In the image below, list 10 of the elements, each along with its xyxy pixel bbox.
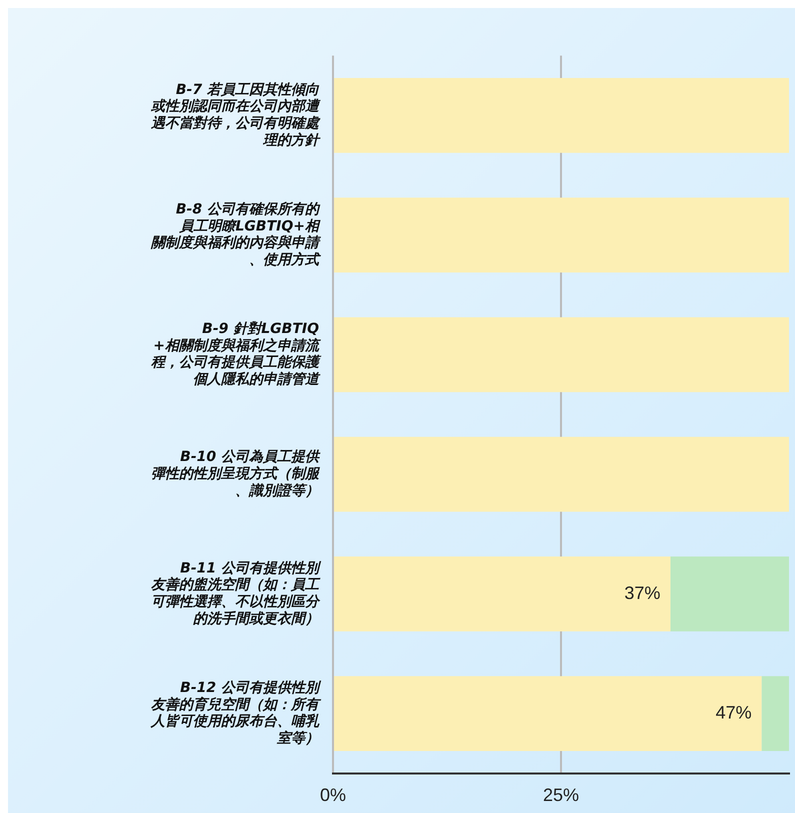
y-tick-label: B-10 公司為員工提供彈性的性別呈現方式（制服、識別證等）	[151, 449, 321, 499]
y-tick-label: B-7 若員工因其性傾向或性別認同而在公司內部遭遇不當對待，公司有明確處理的方針	[150, 82, 321, 148]
x-tick-label: 25%	[542, 785, 580, 806]
y-tick-label: B-11 公司有提供性別友善的盥洗空間（如：員工可彈性選擇、不以性別區分的洗手間或更衣間）	[150, 560, 322, 627]
y-tick-label: B-12 公司有提供性別友善的育兒空間（如：所有人皆可使用的尿布台、哺乳室等）	[150, 680, 322, 746]
data-label: 47%	[716, 702, 752, 723]
y-tick-label: B-9 針對LGBTIQ+相關制度與福利之申請流程，公司有提供員工能保護個人隱私的申請管道	[150, 321, 322, 388]
data-label: 37%	[624, 582, 660, 603]
y-tick-label: B-8 公司有確保所有的員工明瞭LGBTIQ+相關制度與福利的內容與申請、使用方式	[150, 201, 322, 268]
x-tick-label: 0%	[320, 785, 346, 806]
